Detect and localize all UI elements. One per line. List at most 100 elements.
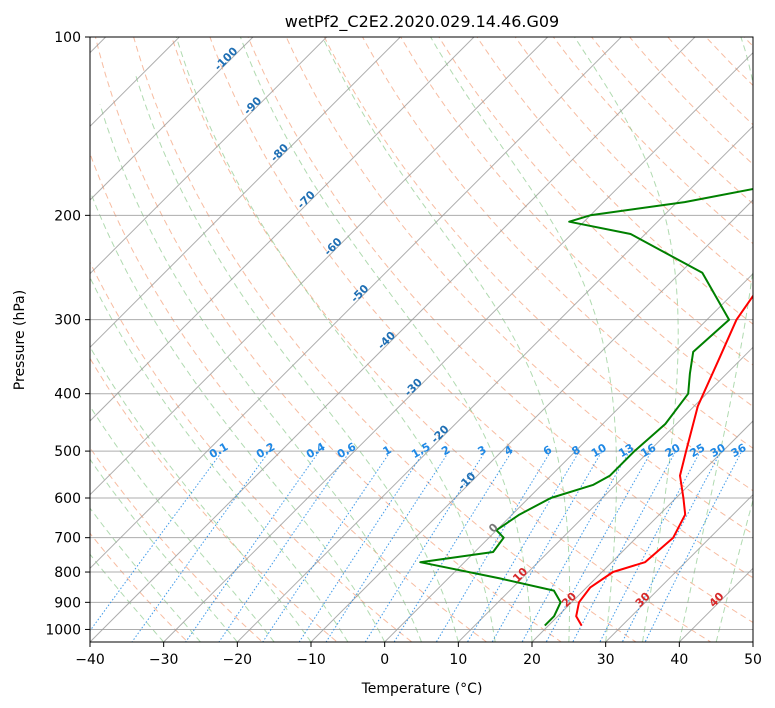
mixing-ratio-line	[131, 450, 270, 642]
mixing-ratio-line	[393, 450, 513, 642]
isotherm-label: -40	[375, 329, 398, 352]
moist-adiabat-line	[322, 37, 571, 642]
dry-adiabat-line	[629, 37, 753, 165]
x-tick-label: 20	[523, 652, 541, 668]
x-tick-label: 10	[449, 652, 467, 668]
y-tick-label: 100	[54, 30, 81, 46]
series-layer	[419, 188, 753, 627]
chart-title: wetPf2_C2E2.2020.029.14.46.G09	[285, 12, 559, 32]
isotherm-line	[457, 346, 753, 642]
x-tick-label: −40	[75, 652, 105, 668]
isotherm-label: -50	[348, 282, 371, 305]
dry-adiabat-line	[743, 37, 753, 47]
plot-frame	[89, 36, 754, 643]
dry-adiabat-line	[476, 37, 753, 325]
dry-adiabat-line	[247, 37, 753, 579]
mixing-ratio-label: 0.4	[304, 440, 328, 461]
mixing-ratio-line	[364, 450, 486, 642]
x-tick-label: −10	[296, 652, 326, 668]
dry-adiabat-line	[209, 37, 753, 624]
y-tick-label: 300	[54, 313, 81, 329]
dry-adiabat-line	[438, 37, 753, 366]
moist-adiabat-line	[90, 458, 238, 642]
moist-adiabat-line	[99, 104, 422, 642]
x-tick-label: −30	[149, 652, 179, 668]
isotherm-line	[90, 37, 402, 349]
dry-adiabat-line	[94, 37, 563, 642]
y-axis-label: Pressure (hPa)	[12, 290, 28, 390]
mixing-ratio-label: 0.6	[335, 440, 359, 461]
isotherm-line	[90, 37, 696, 642]
dry-adiabat-line	[90, 261, 413, 642]
isotherm-line	[90, 37, 475, 422]
isotherm-label: -70	[295, 188, 318, 211]
mixing-ratio-line	[298, 450, 425, 642]
mixing-ratio-label: 6	[541, 443, 554, 458]
isotherm-line	[678, 567, 753, 642]
isotherm-line	[0, 10, 59, 654]
x-tick-label: 40	[670, 652, 688, 668]
moist-adiabat-line	[574, 37, 679, 642]
isotherm-line	[310, 199, 753, 642]
isotherm-line	[90, 37, 549, 496]
dry-adiabat-line	[90, 532, 189, 642]
dry-adiabat-line	[90, 446, 264, 642]
dry-adiabat-line	[90, 357, 338, 642]
y-tick-label: 400	[54, 387, 81, 403]
isotherm-label: -10	[455, 469, 478, 492]
y-tick-label: 800	[54, 565, 81, 581]
moist-adiabat-line	[175, 37, 496, 642]
x-tick-label: 50	[744, 652, 762, 668]
moist-adiabat-line	[134, 72, 459, 642]
moist-adiabat-line	[90, 276, 349, 642]
mixing-ratio-line	[218, 450, 351, 642]
mixing-ratio-label: 10	[589, 441, 609, 460]
y-tick-label: 600	[54, 491, 81, 507]
moist-adiabat-line	[90, 553, 165, 642]
dry-adiabat-line	[756, 10, 775, 654]
mixing-ratio-label: 20	[663, 441, 683, 460]
mixing-ratio-line	[599, 450, 701, 642]
temperature-profile-line	[575, 294, 753, 627]
isotherm-line	[90, 37, 623, 570]
mixing-ratio-label: 13	[616, 441, 636, 460]
isotherm-line	[90, 37, 328, 275]
isotherm-line	[236, 125, 753, 642]
dry-adiabat-line	[171, 37, 712, 642]
dry-adiabat-line	[323, 37, 753, 492]
dry-adiabat-line	[705, 37, 753, 87]
moist-adiabat-line	[239, 37, 533, 642]
isotherm-line	[90, 37, 181, 128]
y-tick-label: 500	[54, 444, 81, 460]
grid-layer	[0, 10, 775, 654]
isotherm-label: -30	[402, 376, 425, 399]
y-tick-label: 900	[54, 595, 81, 611]
moist-adiabat-line	[90, 405, 275, 642]
y-tick-label: 700	[54, 531, 81, 547]
isotherm-label: -20	[428, 422, 451, 445]
mixing-ratio-line	[521, 450, 630, 642]
moist-adiabat-line	[715, 498, 753, 642]
y-tick-label: 200	[54, 208, 81, 224]
isotherm-line	[90, 37, 254, 201]
dry-adiabat-line	[90, 152, 488, 642]
x-axis-label: Temperature (°C)	[361, 681, 483, 697]
x-tick-label: −20	[223, 652, 253, 668]
moist-adiabat-line	[678, 37, 753, 642]
mixing-ratio-line	[621, 450, 722, 642]
mixing-ratio-label: 30	[708, 441, 728, 460]
mixing-ratio-line	[262, 450, 392, 642]
isotherm-line	[604, 493, 753, 642]
mixing-ratio-line	[185, 450, 320, 642]
dry-adiabat-line	[590, 37, 753, 205]
dry-adiabat-line	[667, 37, 753, 126]
isotherm-line	[383, 272, 753, 642]
dry-adiabat-line	[361, 37, 753, 449]
mixing-ratio-line	[466, 450, 580, 642]
mixing-ratio-label: 36	[729, 441, 749, 460]
isotherm-line	[752, 641, 753, 642]
isotherm-line	[531, 420, 753, 642]
mixing-ratio-line	[644, 450, 743, 642]
mixing-ratio-line	[325, 450, 450, 642]
